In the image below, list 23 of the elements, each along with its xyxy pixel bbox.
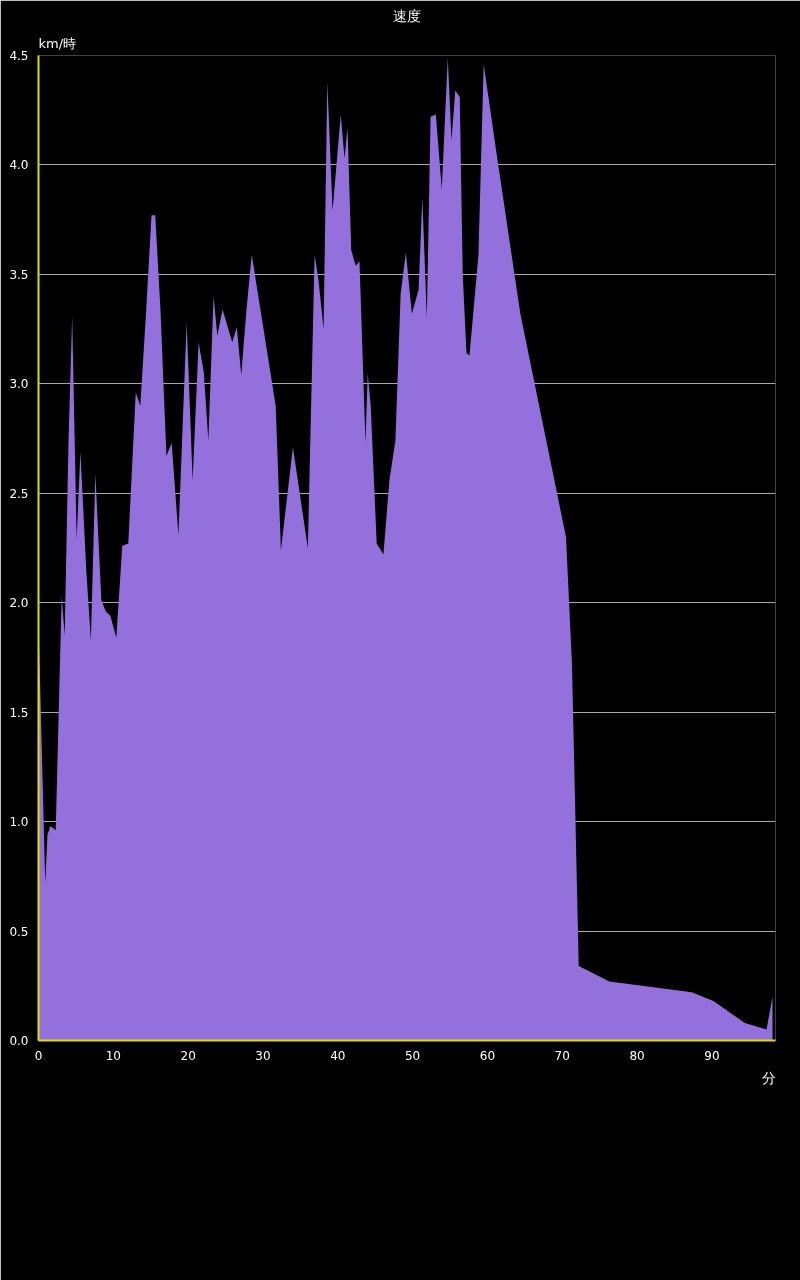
x-tick-label: 20 (180, 1048, 196, 1063)
x-tick-label: 90 (704, 1048, 720, 1063)
y-tick-label: 3.0 (9, 377, 29, 392)
y-tick-label: 3.5 (9, 267, 29, 282)
y-tick-label: 1.5 (9, 705, 29, 720)
y-tick-label: 2.5 (9, 486, 29, 501)
y-tick-label: 0.5 (9, 924, 29, 939)
y-tick-label: 1.0 (9, 815, 29, 830)
x-tick-label: 0 (34, 1048, 43, 1063)
y-axis-title: km/時 (38, 35, 77, 51)
x-tick-label: 50 (404, 1048, 421, 1063)
x-tick-label: 70 (554, 1048, 570, 1063)
x-tick-label: 30 (255, 1048, 271, 1063)
x-tick-label: 40 (330, 1048, 346, 1063)
x-tick-label: 60 (479, 1048, 496, 1063)
x-tick-label: 10 (105, 1048, 121, 1063)
y-tick-label: 4.0 (9, 158, 29, 173)
x-tick-label: 80 (629, 1048, 645, 1063)
y-tick-label: 0.0 (9, 1034, 29, 1048)
chart-title: 速度 (393, 7, 421, 24)
y-tick-label: 2.0 (9, 596, 29, 611)
y-tick-label: 4.5 (9, 49, 29, 63)
x-axis-title: 分 (761, 1069, 776, 1086)
